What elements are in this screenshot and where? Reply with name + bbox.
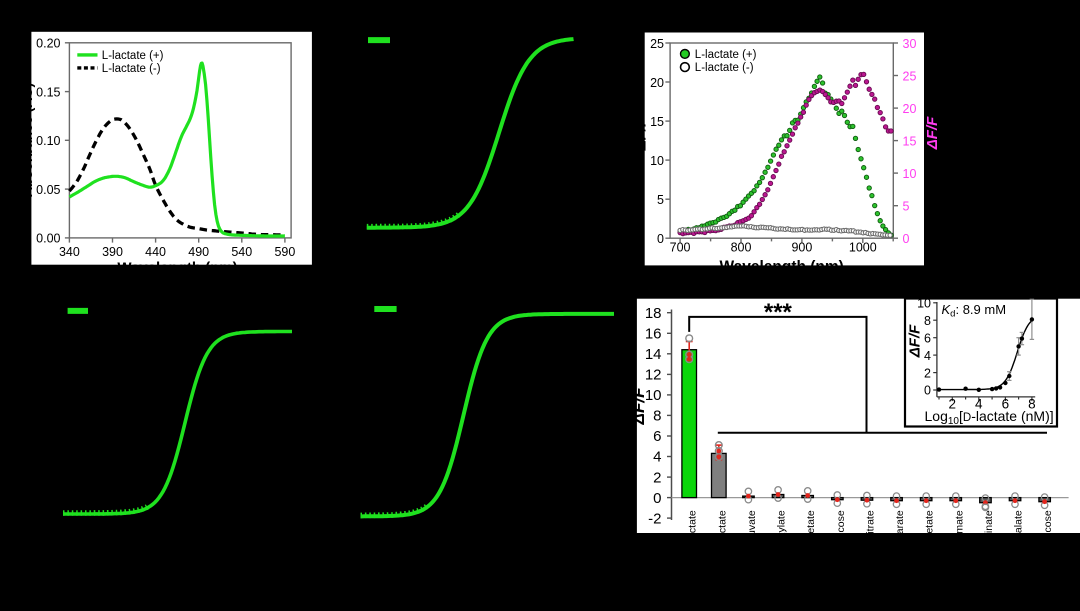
svg-text:0.20: 0.20 (36, 37, 60, 51)
svg-text:Pyruvate: Pyruvate (746, 510, 758, 552)
svg-text:Acetate: Acetate (805, 510, 817, 546)
svg-text:0.00: 0.00 (36, 232, 60, 246)
svg-text:2-Deoxyglucose: 2-Deoxyglucose (1042, 510, 1054, 585)
svg-text:25: 25 (650, 37, 664, 51)
svg-text:Kd: 8.9 mM: Kd: 8.9 mM (942, 302, 1007, 320)
svg-text:5: 5 (903, 200, 910, 214)
svg-text:L-lactate: L-lactate (716, 510, 728, 550)
svg-text:20: 20 (903, 102, 917, 116)
svg-text:ΔF/F: ΔF/F (924, 116, 941, 150)
svg-text:15: 15 (650, 115, 664, 129)
svg-text:L-lactate (+): L-lactate (+) (102, 50, 164, 62)
svg-text:8: 8 (653, 408, 661, 425)
svg-text:25: 25 (903, 69, 917, 83)
svg-text:540: 540 (231, 245, 252, 259)
svg-text:L-lactate (+): L-lactate (+) (695, 49, 757, 61)
svg-text:ΔF/F: ΔF/F (633, 117, 650, 151)
svg-text:Succinate: Succinate (983, 510, 995, 556)
svg-text:15: 15 (903, 134, 917, 148)
svg-text:490: 490 (188, 245, 209, 259)
svg-text:10: 10 (903, 167, 917, 181)
svg-text:6: 6 (1002, 397, 1010, 412)
svg-text:0.10: 0.10 (36, 134, 60, 148)
svg-text:Log10[D-lactate (nM)]: Log10[D-lactate (nM)] (925, 408, 1054, 427)
svg-text:4: 4 (975, 397, 983, 412)
svg-text:Absorbance (AU): Absorbance (AU) (19, 83, 35, 197)
svg-text:Wavelength (nm): Wavelength (nm) (720, 259, 844, 276)
svg-text:900: 900 (791, 241, 812, 255)
svg-text:0: 0 (657, 232, 664, 246)
svg-text:D-lactate: D-lactate (687, 510, 699, 552)
svg-text:590: 590 (274, 245, 295, 259)
svg-text:5: 5 (657, 193, 664, 207)
svg-text:6: 6 (653, 428, 661, 445)
svg-text:Fumarate: Fumarate (894, 510, 906, 555)
svg-text:0.15: 0.15 (36, 85, 60, 99)
svg-text:L-lactate (-): L-lactate (-) (102, 63, 161, 75)
svg-text:Oxaloacetate: Oxaloacetate (924, 510, 936, 572)
svg-text:Glucose: Glucose (835, 510, 847, 549)
svg-text:***: *** (764, 299, 793, 326)
svg-text:ΔF/F: ΔF/F (906, 324, 923, 358)
svg-text:4: 4 (653, 449, 661, 466)
svg-text:0: 0 (924, 384, 931, 398)
svg-text:Glyoxylate: Glyoxylate (776, 510, 788, 559)
svg-text:8: 8 (924, 314, 931, 328)
svg-text:L-lactate (-): L-lactate (-) (695, 62, 754, 74)
svg-text:6: 6 (924, 331, 931, 345)
svg-text:2: 2 (653, 469, 661, 486)
svg-text:1000: 1000 (849, 241, 877, 255)
svg-text:-2: -2 (648, 510, 661, 527)
svg-text:30: 30 (903, 37, 917, 51)
svg-text:700: 700 (670, 241, 691, 255)
svg-text:390: 390 (102, 245, 123, 259)
svg-text:0: 0 (653, 490, 661, 507)
svg-text:12: 12 (645, 367, 662, 384)
svg-text:2: 2 (924, 366, 931, 380)
svg-text:10: 10 (650, 154, 664, 168)
svg-text:20: 20 (650, 76, 664, 90)
svg-text:10: 10 (917, 297, 931, 311)
svg-text:4: 4 (924, 349, 931, 363)
svg-text:16: 16 (645, 326, 662, 343)
svg-text:800: 800 (731, 241, 752, 255)
svg-text:10: 10 (645, 387, 662, 404)
svg-text:440: 440 (145, 245, 166, 259)
svg-text:0.05: 0.05 (36, 183, 60, 197)
svg-text:2: 2 (949, 397, 957, 412)
svg-text:ΔF/F: ΔF/F (629, 387, 648, 426)
svg-text:0: 0 (903, 232, 910, 246)
svg-text:340: 340 (59, 245, 80, 259)
svg-text:18: 18 (645, 305, 662, 322)
svg-text:Wavelength (nm): Wavelength (nm) (117, 260, 237, 277)
svg-text:Citrate: Citrate (864, 510, 876, 541)
svg-text:Glutamate: Glutamate (953, 510, 965, 559)
svg-text:Malate: Malate (1013, 510, 1025, 542)
svg-text:8: 8 (1028, 397, 1036, 412)
svg-text:14: 14 (645, 346, 662, 363)
